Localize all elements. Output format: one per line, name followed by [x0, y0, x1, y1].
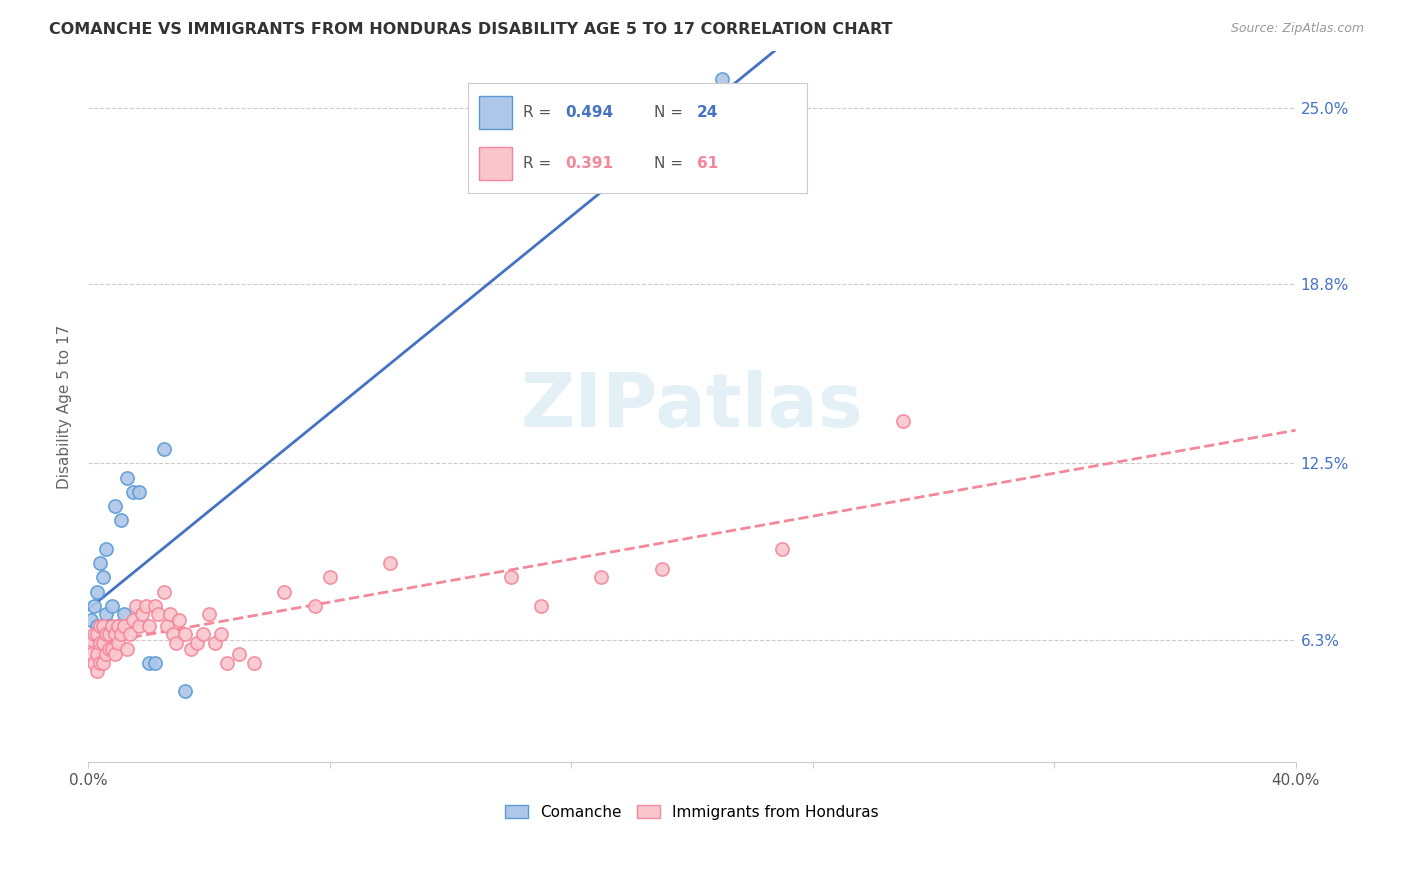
Legend: Comanche, Immigrants from Honduras: Comanche, Immigrants from Honduras: [499, 798, 884, 826]
Point: [125, 599, 148, 613]
Point: [86, 619, 108, 633]
Point: [651, 562, 673, 576]
Point: [173, 684, 195, 698]
Point: [165, 636, 187, 650]
Point: [86, 627, 108, 641]
Point: [162, 627, 184, 641]
Point: [117, 641, 139, 656]
Point: [228, 647, 250, 661]
Point: [159, 607, 181, 622]
Point: [101, 619, 124, 633]
Point: [112, 619, 135, 633]
Point: [98, 627, 121, 641]
Point: [180, 641, 202, 656]
Text: COMANCHE VS IMMIGRANTS FROM HONDURAS DISABILITY AGE 5 TO 17 CORRELATION CHART: COMANCHE VS IMMIGRANTS FROM HONDURAS DIS…: [49, 22, 893, 37]
Point: [96, 541, 118, 556]
Point: [167, 613, 190, 627]
Point: [98, 619, 121, 633]
Point: [146, 607, 169, 622]
Text: ZIPatlas: ZIPatlas: [520, 370, 863, 443]
Point: [83, 599, 105, 613]
Point: [80, 613, 103, 627]
Point: [117, 471, 139, 485]
Point: [110, 627, 132, 641]
Point: [891, 414, 914, 428]
Point: [107, 619, 129, 633]
Point: [101, 641, 124, 656]
Point: [112, 607, 135, 622]
Point: [122, 613, 145, 627]
Point: [110, 513, 132, 527]
Text: Source: ZipAtlas.com: Source: ZipAtlas.com: [1230, 22, 1364, 36]
Point: [86, 584, 108, 599]
Point: [89, 627, 111, 641]
Point: [204, 636, 226, 650]
Point: [104, 627, 127, 641]
Point: [96, 607, 118, 622]
Point: [86, 665, 108, 679]
Point: [96, 627, 118, 641]
Point: [96, 647, 118, 661]
Point: [128, 619, 150, 633]
Point: [499, 570, 522, 584]
Point: [101, 599, 124, 613]
Point: [138, 656, 160, 670]
Point: [215, 656, 238, 670]
Point: [98, 641, 121, 656]
Point: [173, 627, 195, 641]
Point: [304, 599, 326, 613]
Point: [138, 619, 160, 633]
Point: [131, 607, 153, 622]
Point: [91, 627, 114, 641]
Point: [122, 485, 145, 500]
Point: [86, 647, 108, 661]
Point: [273, 584, 295, 599]
Point: [378, 556, 401, 570]
Point: [89, 636, 111, 650]
Y-axis label: Disability Age 5 to 17: Disability Age 5 to 17: [58, 325, 72, 489]
Point: [91, 636, 114, 650]
Point: [91, 570, 114, 584]
Point: [591, 570, 613, 584]
Point: [89, 556, 111, 570]
Point: [209, 627, 232, 641]
Point: [89, 619, 111, 633]
Point: [83, 656, 105, 670]
Point: [318, 570, 340, 584]
Point: [198, 607, 221, 622]
Point: [152, 584, 174, 599]
Point: [120, 627, 142, 641]
Point: [128, 485, 150, 500]
Point: [89, 656, 111, 670]
Point: [104, 499, 127, 513]
Point: [156, 619, 179, 633]
Point: [134, 599, 156, 613]
Point: [91, 619, 114, 633]
Point: [83, 627, 105, 641]
Point: [152, 442, 174, 457]
Point: [104, 647, 127, 661]
Point: [711, 72, 734, 87]
Point: [80, 633, 103, 648]
Point: [530, 599, 553, 613]
Point: [107, 636, 129, 650]
Point: [143, 656, 166, 670]
Point: [243, 656, 266, 670]
Point: [91, 656, 114, 670]
Point: [80, 647, 103, 661]
Point: [143, 599, 166, 613]
Point: [770, 541, 793, 556]
Point: [191, 627, 214, 641]
Point: [107, 619, 129, 633]
Point: [186, 636, 208, 650]
